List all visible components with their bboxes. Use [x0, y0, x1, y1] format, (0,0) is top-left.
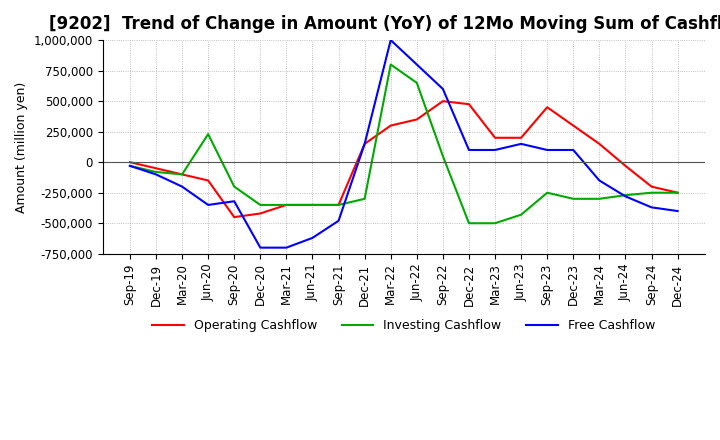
Free Cashflow — [438, 86, 447, 92]
Free Cashflow — [360, 141, 369, 147]
Free Cashflow — [464, 147, 473, 153]
Free Cashflow — [491, 147, 500, 153]
Free Cashflow — [282, 245, 291, 250]
Operating Cashflow — [178, 172, 186, 177]
Free Cashflow — [125, 163, 134, 169]
Investing Cashflow — [256, 202, 265, 208]
Investing Cashflow — [517, 212, 526, 217]
Free Cashflow — [673, 209, 682, 214]
Operating Cashflow — [360, 141, 369, 147]
Investing Cashflow — [438, 154, 447, 159]
Operating Cashflow — [464, 102, 473, 107]
Investing Cashflow — [125, 163, 134, 169]
Investing Cashflow — [387, 62, 395, 67]
Investing Cashflow — [282, 202, 291, 208]
Investing Cashflow — [204, 132, 212, 137]
Investing Cashflow — [647, 190, 656, 195]
Free Cashflow — [256, 245, 265, 250]
Investing Cashflow — [491, 220, 500, 226]
Operating Cashflow — [517, 135, 526, 140]
Investing Cashflow — [543, 190, 552, 195]
Line: Investing Cashflow: Investing Cashflow — [130, 65, 678, 223]
Operating Cashflow — [413, 117, 421, 122]
Operating Cashflow — [204, 178, 212, 183]
Investing Cashflow — [178, 172, 186, 177]
Investing Cashflow — [152, 169, 161, 175]
Investing Cashflow — [308, 202, 317, 208]
Line: Free Cashflow: Free Cashflow — [130, 40, 678, 248]
Free Cashflow — [517, 141, 526, 147]
Operating Cashflow — [334, 202, 343, 208]
Operating Cashflow — [673, 190, 682, 195]
Free Cashflow — [387, 37, 395, 43]
Operating Cashflow — [282, 202, 291, 208]
Free Cashflow — [308, 235, 317, 241]
Free Cashflow — [569, 147, 577, 153]
Free Cashflow — [595, 178, 603, 183]
Free Cashflow — [543, 147, 552, 153]
Free Cashflow — [152, 172, 161, 177]
Title: [9202]  Trend of Change in Amount (YoY) of 12Mo Moving Sum of Cashflows: [9202] Trend of Change in Amount (YoY) o… — [49, 15, 720, 33]
Operating Cashflow — [569, 123, 577, 128]
Free Cashflow — [178, 184, 186, 189]
Operating Cashflow — [543, 105, 552, 110]
Operating Cashflow — [256, 211, 265, 216]
Operating Cashflow — [125, 160, 134, 165]
Operating Cashflow — [491, 135, 500, 140]
Investing Cashflow — [360, 196, 369, 202]
Investing Cashflow — [413, 80, 421, 85]
Legend: Operating Cashflow, Investing Cashflow, Free Cashflow: Operating Cashflow, Investing Cashflow, … — [148, 314, 660, 337]
Investing Cashflow — [230, 184, 238, 189]
Operating Cashflow — [308, 202, 317, 208]
Investing Cashflow — [464, 220, 473, 226]
Operating Cashflow — [230, 214, 238, 220]
Investing Cashflow — [334, 202, 343, 208]
Free Cashflow — [204, 202, 212, 208]
Operating Cashflow — [387, 123, 395, 128]
Operating Cashflow — [152, 165, 161, 171]
Free Cashflow — [230, 198, 238, 204]
Investing Cashflow — [595, 196, 603, 202]
Investing Cashflow — [621, 193, 630, 198]
Operating Cashflow — [438, 99, 447, 104]
Free Cashflow — [334, 218, 343, 224]
Free Cashflow — [413, 62, 421, 67]
Free Cashflow — [647, 205, 656, 210]
Free Cashflow — [621, 194, 630, 199]
Y-axis label: Amount (million yen): Amount (million yen) — [15, 81, 28, 213]
Operating Cashflow — [647, 184, 656, 189]
Operating Cashflow — [595, 141, 603, 147]
Line: Operating Cashflow: Operating Cashflow — [130, 101, 678, 217]
Investing Cashflow — [673, 190, 682, 195]
Operating Cashflow — [621, 163, 630, 169]
Investing Cashflow — [569, 196, 577, 202]
